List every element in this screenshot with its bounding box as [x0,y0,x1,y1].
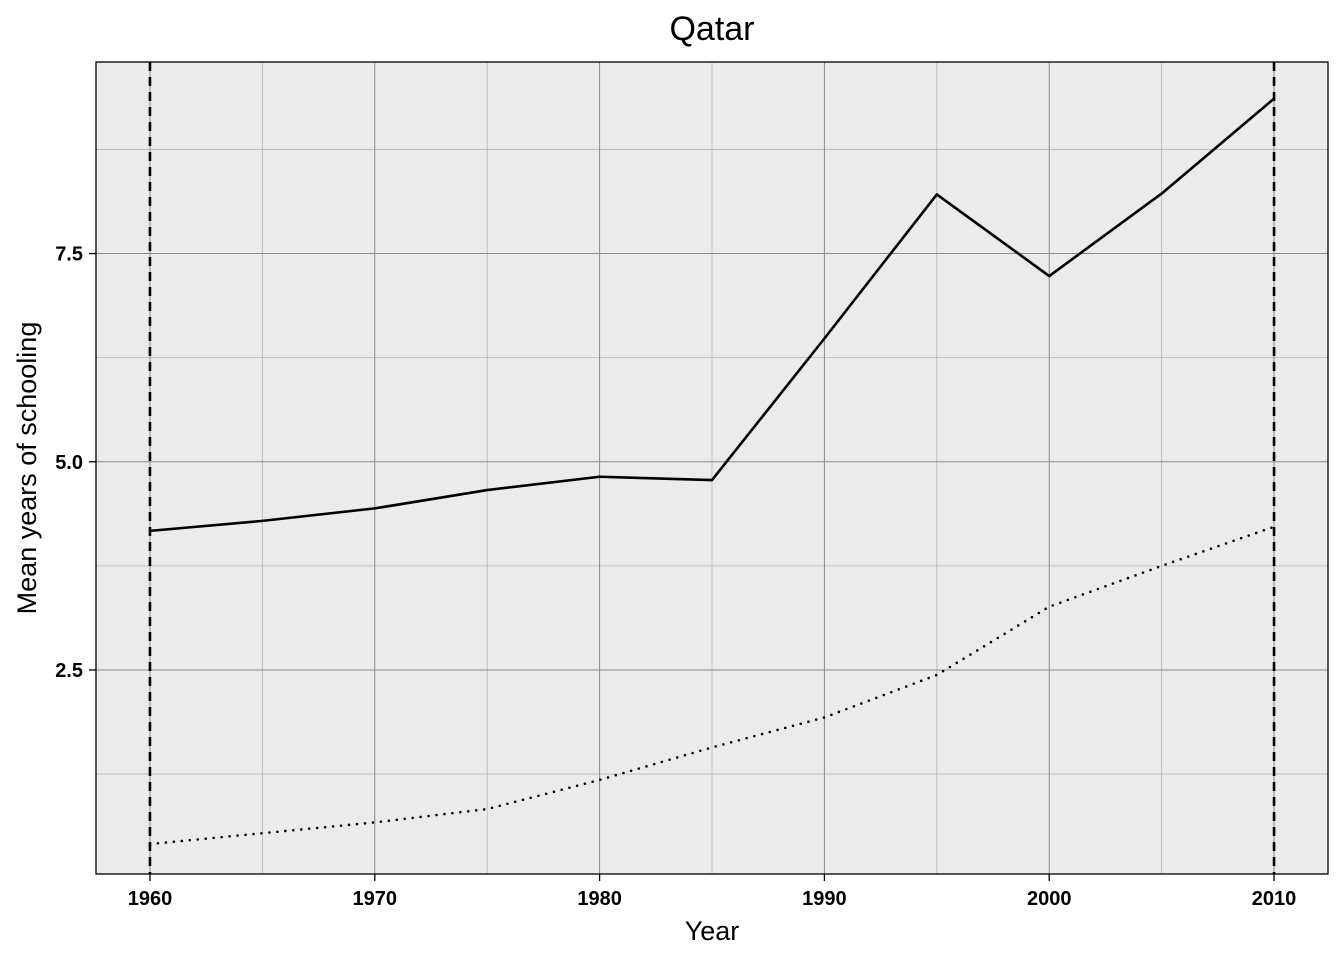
y-tick-label: 2.5 [55,660,83,682]
x-tick-label: 2010 [1252,888,1297,910]
plot-border [95,61,1329,875]
x-axis: 1960 1970 1980 1990 2000 2010 [128,874,1297,910]
reference-lines [148,62,1276,874]
series-layer [148,97,1276,846]
x-axis-title: Year [685,916,740,946]
y-axis-title: Mean years of schooling [12,322,42,615]
minor-gridlines [96,62,1328,874]
y-tick-label: 5.0 [55,452,83,474]
chart-title: Qatar [669,10,754,48]
x-tick-label: 1990 [802,888,847,910]
x-tick-label: 1980 [577,888,622,910]
x-tick-label: 2000 [1027,888,1072,910]
y-tick-label: 7.5 [55,244,83,266]
y-axis: 2.5 5.0 7.5 [55,244,96,682]
x-tick-label: 1970 [353,888,398,910]
x-tick-label: 1960 [128,888,173,910]
series-line-1 [149,97,1275,533]
